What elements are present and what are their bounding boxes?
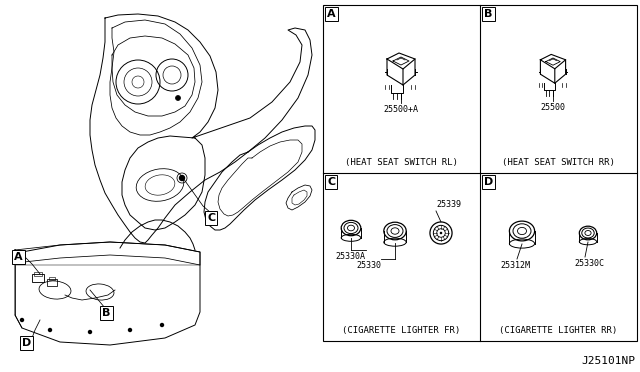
Text: 25330A: 25330A <box>335 252 365 261</box>
Text: A: A <box>14 252 22 262</box>
Circle shape <box>179 176 184 180</box>
Bar <box>49 277 55 280</box>
Circle shape <box>88 330 92 334</box>
Circle shape <box>20 318 24 321</box>
Text: 25312M: 25312M <box>500 261 530 270</box>
Circle shape <box>129 328 131 331</box>
Text: B: B <box>484 9 492 19</box>
Circle shape <box>49 328 51 331</box>
Bar <box>34 272 42 276</box>
Circle shape <box>175 96 180 100</box>
Text: B: B <box>102 308 110 318</box>
Bar <box>32 274 44 282</box>
Text: 25330C: 25330C <box>574 259 604 268</box>
Bar <box>323 5 637 341</box>
Text: 25500+A: 25500+A <box>383 105 419 114</box>
Text: D: D <box>22 338 31 348</box>
Text: 25500: 25500 <box>541 103 566 112</box>
Text: (CIGARETTE LIGHTER RR): (CIGARETTE LIGHTER RR) <box>499 326 617 335</box>
Text: (CIGARETTE LIGHTER FR): (CIGARETTE LIGHTER FR) <box>342 326 460 335</box>
Text: C: C <box>327 177 335 187</box>
Text: J25101NP: J25101NP <box>581 356 635 366</box>
Text: 25330: 25330 <box>356 261 381 270</box>
Bar <box>47 279 57 286</box>
Text: A: A <box>327 9 335 19</box>
Text: (HEAT SEAT SWITCH RL): (HEAT SEAT SWITCH RL) <box>344 158 458 167</box>
Circle shape <box>161 324 163 327</box>
Circle shape <box>440 232 442 234</box>
Text: D: D <box>484 177 493 187</box>
Text: (HEAT SEAT SWITCH RR): (HEAT SEAT SWITCH RR) <box>502 158 614 167</box>
Text: 25339: 25339 <box>436 200 461 209</box>
Text: C: C <box>207 213 215 223</box>
